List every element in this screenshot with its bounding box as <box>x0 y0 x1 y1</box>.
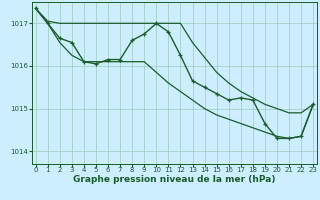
X-axis label: Graphe pression niveau de la mer (hPa): Graphe pression niveau de la mer (hPa) <box>73 175 276 184</box>
